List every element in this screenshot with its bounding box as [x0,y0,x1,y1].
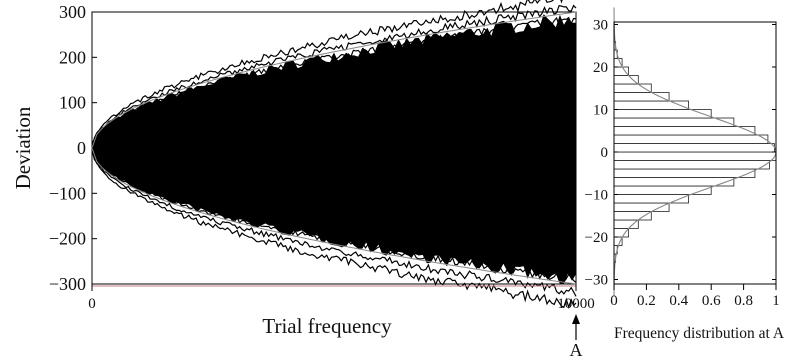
histogram-bar [613,194,689,204]
marker-a: A [570,314,583,359]
envelope-lower-curve [91,147,577,285]
histogram-y-tick-label: −20 [585,230,608,246]
outlier-walk-path [91,0,563,150]
histogram-bar [613,143,775,153]
outlier-walk-path [91,4,577,149]
main-x-axis-label: Trial frequency [262,314,392,338]
histogram-bar [613,100,689,110]
main-y-tick-label: 300 [59,2,86,22]
histogram-y-tick-label: 10 [593,103,608,119]
histogram-bar [613,66,629,76]
main-y-tick-label: 200 [59,47,86,67]
histogram-y-tick-label: 20 [593,60,608,76]
envelope-upper-curve [91,11,577,149]
histogram-x-tick-label: 0.8 [734,293,753,309]
histogram-bars [613,41,777,263]
outlier-walk-path [91,148,577,284]
histogram-bar [613,151,777,161]
main-y-ticks: 300 200 100 0 −100 −200 −300 [49,2,97,294]
main-x-ticks: 0 10000 [88,284,595,312]
histogram-x-tick-label: 0 [610,293,618,309]
main-x-tick-label: 0 [88,296,96,312]
outlier-walk-path [91,148,577,297]
outlier-walk-path [91,148,577,310]
histogram-bar [613,185,712,195]
histogram-x-tick-label: 1 [772,293,780,309]
histogram-chart: 30 20 10 0 −10 −20 −30 0 0.2 0.4 0.6 0.8 1 Frequenc… [585,7,785,342]
histogram-bar [613,211,652,221]
main-y-tick-label: 100 [59,93,86,113]
histogram-y-ticks: 30 20 10 0 −10 −20 −30 [585,18,776,289]
histogram-x-tick-label: 0.2 [637,293,656,309]
random-walk-paths [91,0,577,310]
main-x-tick-label: 10000 [557,296,595,312]
histogram-y-tick-label: 0 [601,145,609,161]
histogram-bar [613,236,623,246]
main-y-tick-label: −300 [49,274,86,294]
histogram-x-tick-label: 0.4 [669,293,688,309]
outlier-walk-path [91,16,577,149]
histogram-x-tick-label: 0.6 [702,293,721,309]
histogram-y-tick-label: −10 [585,188,608,204]
histogram-bar [613,177,735,187]
marker-a-arrowhead-icon [572,314,580,324]
envelope-curves [91,11,577,285]
histogram-bar [613,126,756,136]
main-y-tick-label: −200 [49,229,86,249]
marker-a-label: A [570,340,583,359]
histogram-bar [613,134,769,144]
main-y-tick-label: −100 [49,183,86,203]
histogram-x-axis-label: Frequency distribution at A [614,325,785,342]
histogram-bar [613,109,712,119]
histogram-bar [613,219,639,229]
histogram-x-ticks: 0 0.2 0.4 0.6 0.8 1 [610,284,780,309]
histogram-bar [613,168,756,178]
main-y-axis-label: Deviation [11,106,35,189]
histogram-y-tick-label: −30 [585,273,608,289]
histogram-bar [613,83,652,93]
main-y-tick-label: 0 [77,138,86,158]
histogram-plot-frame [613,21,777,285]
histogram-bar [613,228,629,238]
histogram-bar [613,75,639,85]
histogram-bar [613,160,770,170]
histogram-bar [613,117,735,127]
histogram-y-tick-label: 30 [593,18,608,34]
histogram-bar [613,58,623,68]
walk-density-fill [92,14,576,284]
